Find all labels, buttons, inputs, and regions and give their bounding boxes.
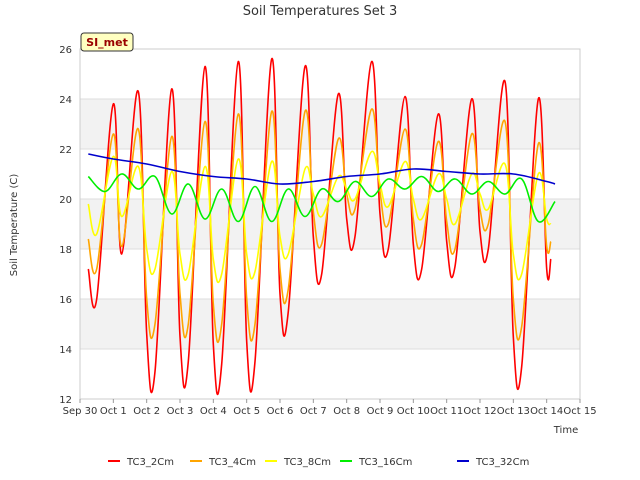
x-tick-label: Oct 1 (100, 406, 127, 417)
x-tick-label: Oct 7 (300, 406, 327, 417)
background-band (80, 199, 580, 249)
background-band (80, 299, 580, 349)
series-line-tc3-8cm (87, 150, 552, 284)
station-badge-box (80, 32, 134, 52)
y-axis-label: Soil Temperature (C) (9, 174, 20, 277)
x-tick-label: Oct 8 (333, 406, 360, 417)
x-tick-label: Oct 6 (267, 406, 294, 417)
x-tick-label: Oct 3 (167, 406, 194, 417)
series-layer (87, 58, 556, 396)
y-tick-label: 16 (59, 295, 72, 306)
series-line-tc3-32cm (88, 153, 556, 185)
y-tick-label: 18 (59, 245, 72, 256)
series-line-tc3-4cm (87, 108, 552, 344)
chart-title: Soil Temperatures Set 3 (243, 4, 398, 19)
x-tick-label: Sep 30 (63, 406, 98, 417)
legend-label: TC3_16Cm (358, 457, 412, 468)
legend-label: TC3_8Cm (283, 457, 331, 468)
x-tick-label: Oct 15 (563, 406, 596, 417)
y-tick-label: 12 (59, 395, 72, 406)
x-tick-label: Oct 9 (367, 406, 394, 417)
x-tick-label: Oct 2 (133, 406, 160, 417)
y-tick-label: 20 (59, 195, 72, 206)
x-tick-label: Oct 13 (497, 406, 530, 417)
x-axis-ticks: Sep 30 Oct 1 Oct 2 Oct 3 Oct 4 Oct 5 Oct 6 Oct … (63, 399, 597, 417)
x-tick-label: Oct 11 (430, 406, 463, 417)
y-axis-ticks: 12 14 16 18 20 22 24 26 (59, 45, 72, 406)
series-line-tc3-16cm (87, 173, 556, 223)
x-tick-label: Oct 14 (530, 406, 563, 417)
x-tick-label: Oct 4 (200, 406, 227, 417)
y-tick-label: 24 (59, 95, 72, 106)
legend: TC3_2Cm TC3_4Cm TC3_8Cm TC3_16Cm TC3_32Cm (108, 457, 529, 468)
x-tick-label: Oct 10 (397, 406, 430, 417)
y-tick-label: 22 (59, 145, 72, 156)
station-badge-label: SI_met (86, 36, 128, 49)
plot-frame (79, 48, 581, 400)
legend-label: TC3_2Cm (126, 457, 174, 468)
x-axis-label: Time (553, 425, 578, 436)
x-tick-label: Oct 5 (233, 406, 260, 417)
y-tick-label: 26 (59, 45, 72, 56)
legend-label: TC3_4Cm (208, 457, 256, 468)
y-tick-label: 14 (59, 345, 72, 356)
background-bands (80, 49, 580, 399)
series-line-tc3-2cm (87, 58, 552, 396)
legend-label: TC3_32Cm (475, 457, 529, 468)
station-badge: SI_met (80, 32, 134, 52)
x-tick-label: Oct 12 (463, 406, 496, 417)
